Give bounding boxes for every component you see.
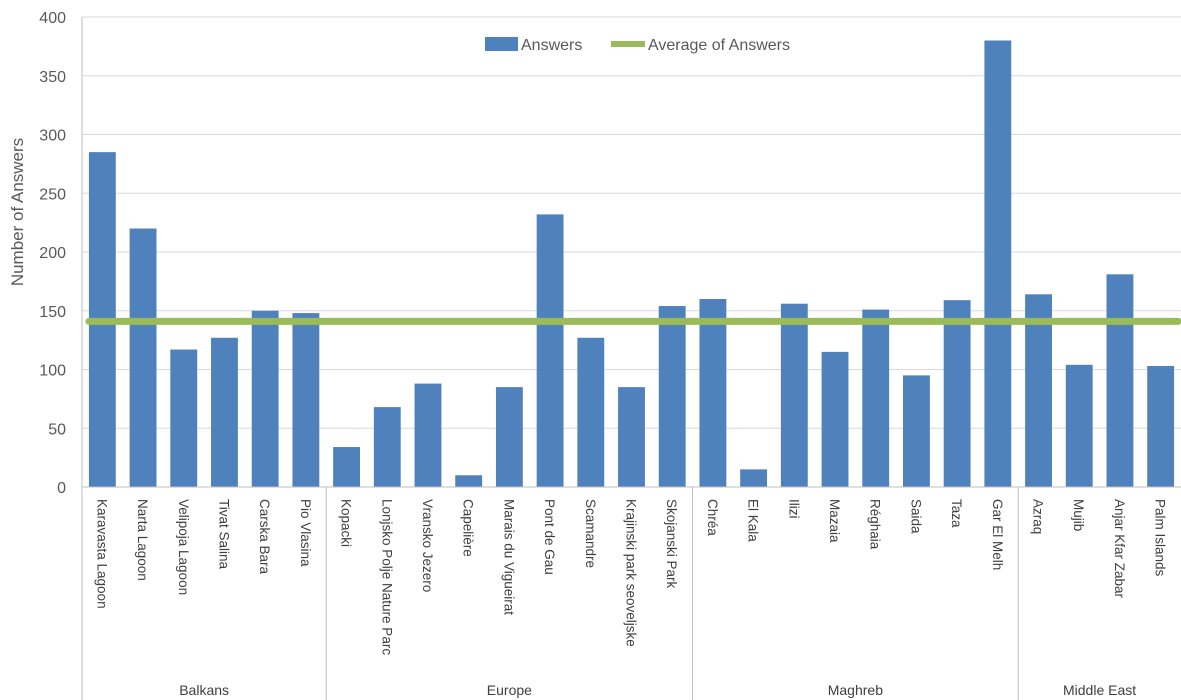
x-tick-label-pio-vlasina: Pio Vlasina — [298, 499, 313, 567]
x-tick-label-mazaia: Mazaia — [827, 499, 842, 543]
x-tick-label-saida: Saida — [908, 499, 923, 534]
bar-mazaia — [821, 351, 849, 487]
legend-label-average: Average of Answers — [648, 37, 790, 54]
bar-taza — [943, 300, 971, 487]
x-tick-label-capeli-re: Capelière — [461, 499, 476, 557]
bar-vransko-jezero — [414, 383, 442, 487]
bar-el-kala — [740, 469, 768, 487]
bar-lonjsko-polje-nature-parc — [373, 407, 401, 487]
x-tick-label-chr-a: Chréa — [705, 499, 720, 536]
y-tick-label-200: 200 — [39, 245, 66, 262]
bar-palm-islands — [1147, 365, 1175, 487]
bar-capeli-re — [455, 475, 483, 487]
bar-pio-vlasina — [292, 313, 320, 487]
x-tick-label-azraq: Azraq — [1031, 499, 1046, 534]
x-tick-label-skojanski-park: Skojanski Park — [664, 499, 679, 589]
bar-marais-du-vigueirat — [495, 387, 523, 487]
x-tick-label-karavasta-lagoon: Karavasta Lagoon — [94, 499, 109, 609]
legend-swatch-answers — [485, 37, 518, 51]
bar-scamandre — [577, 337, 605, 487]
bar-krajinski-park-seoveljske — [618, 387, 645, 487]
x-tick-label-el-kala: El Kala — [746, 499, 761, 542]
y-tick-label-350: 350 — [39, 69, 66, 86]
x-tick-label-taza: Taza — [949, 499, 964, 528]
bar-skojanski-park — [658, 306, 686, 487]
bar-carska-bara — [251, 310, 279, 487]
x-tick-label-pont-de-gau: Pont de Gau — [542, 499, 557, 575]
y-tick-label-300: 300 — [39, 128, 66, 145]
bar-narta-lagoon — [129, 228, 157, 487]
y-tick-label-100: 100 — [39, 363, 66, 380]
x-tick-label-ilizi: Ilizi — [786, 499, 801, 519]
y-axis-title: Number of Answers — [8, 138, 27, 286]
y-tick-label-150: 150 — [39, 304, 66, 321]
bar-azraq — [1025, 294, 1052, 487]
x-tick-label-lonjsko-polje-nature-parc: Lonjsko Polje Nature Parc — [379, 499, 394, 655]
x-tick-label-narta-lagoon: Narta Lagoon — [135, 499, 150, 581]
y-tick-label-250: 250 — [39, 186, 66, 203]
x-tick-label-vransko-jezero: Vransko Jezero — [420, 499, 435, 592]
bar-gar-el-melh — [984, 40, 1012, 487]
x-tick-label-mujib: Mujib — [1071, 499, 1086, 531]
x-tick-label-marais-du-vigueirat: Marais du Vigueirat — [501, 499, 516, 615]
x-tick-label-palm-islands: Palm Islands — [1153, 499, 1168, 577]
x-tick-label-r-ghaia: Réghaia — [868, 499, 883, 550]
group-label-europe: Europe — [487, 682, 532, 698]
x-tick-label-velipoja-lagoon: Velipoja Lagoon — [176, 499, 191, 595]
x-tick-label-scamandre: Scamandre — [583, 499, 598, 568]
y-tick-label-400: 400 — [39, 10, 66, 27]
x-tick-label-krajinski-park-seoveljske: Krajinski park seoveljske — [624, 499, 639, 647]
bar-chr-a — [699, 299, 727, 487]
bar-kopacki — [333, 447, 361, 487]
x-tick-label-anjar-kfar-zabar: Anjar Kfar Zabar — [1112, 499, 1127, 599]
x-tick-label-carska-bara: Carska Bara — [257, 499, 272, 575]
bar-tivat-salina — [211, 337, 238, 487]
bar-saida — [902, 375, 930, 487]
x-tick-label-kopacki: Kopacki — [339, 499, 354, 547]
group-label-maghreb: Maghreb — [828, 682, 883, 698]
bar-pont-de-gau — [536, 214, 564, 487]
bar-ilizi — [780, 303, 808, 487]
x-tick-label-gar-el-melh: Gar El Melh — [990, 499, 1005, 570]
x-tick-label-tivat-salina: Tivat Salina — [216, 499, 231, 570]
group-label-middle-east: Middle East — [1063, 682, 1136, 698]
y-tick-label-0: 0 — [57, 480, 66, 497]
bar-mujib — [1065, 364, 1093, 487]
bar-velipoja-lagoon — [170, 349, 198, 487]
group-label-balkans: Balkans — [179, 682, 229, 698]
bar-r-ghaia — [862, 309, 890, 487]
bar-anjar-kfar-zabar — [1106, 274, 1134, 487]
y-tick-label-50: 50 — [48, 421, 66, 438]
legend-label-answers: Answers — [521, 37, 582, 54]
